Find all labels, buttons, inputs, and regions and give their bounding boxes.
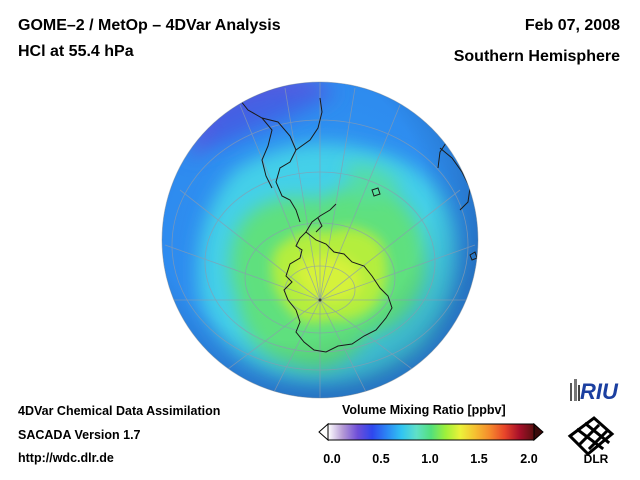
riu-logo-text: RIU: [580, 379, 619, 404]
colorbar-tick: 1.0: [421, 452, 439, 466]
dlr-logo: DLR: [567, 416, 615, 466]
map-date: Feb 07, 2008: [524, 17, 620, 34]
colorbar-tick: 0.5: [372, 452, 390, 466]
version-label: SACADA Version 1.7: [18, 428, 141, 442]
hemisphere-label: Southern Hemisphere: [453, 48, 620, 65]
riu-logo: RIU: [570, 379, 619, 404]
colorbar-tick: 0.0: [323, 452, 341, 466]
map-subtitle: HCl at 55.4 hPa: [18, 43, 134, 60]
colorbar-tick: 1.5: [470, 452, 488, 466]
system-name: 4DVar Chemical Data Assimilation: [18, 404, 221, 418]
colorbar-title: Volume Mixing Ratio [ppbv]: [342, 403, 506, 417]
dlr-logo-text: DLR: [584, 452, 609, 466]
south-pole-marker: [318, 298, 322, 302]
colorbar-max-arrow: [533, 422, 544, 442]
website-link[interactable]: http://wdc.dlr.de: [18, 451, 114, 465]
map-title: GOME–2 / MetOp – 4DVar Analysis: [18, 17, 281, 34]
colorbar-min-arrow: [318, 422, 329, 442]
colorbar: [318, 422, 544, 442]
colorbar-tick: 2.0: [520, 452, 538, 466]
